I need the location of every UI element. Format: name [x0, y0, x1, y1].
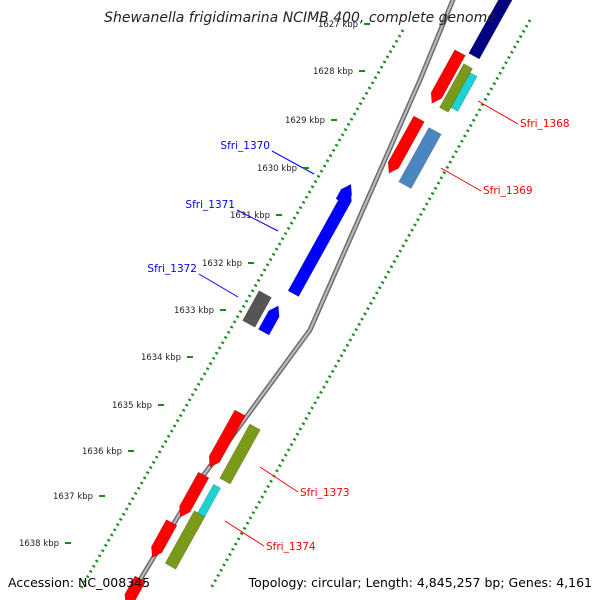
- gene-red-lower-2[interactable]: [179, 471, 210, 518]
- kbp-label: 1638 kbp: [19, 539, 59, 549]
- gene-label-sfri-1373[interactable]: Sfri_1373: [300, 487, 350, 499]
- kbp-label: 1632 kbp: [202, 259, 242, 269]
- leader-line-sfri-1370: [271, 150, 315, 175]
- kbp-label: 1629 kbp: [285, 116, 325, 126]
- kbp-label: 1630 kbp: [257, 164, 297, 174]
- kbp-label: 1635 kbp: [112, 401, 152, 411]
- gene-navy[interactable]: [468, 0, 517, 60]
- gene-sfri-1372-blue[interactable]: [258, 305, 280, 336]
- gene-red-bottom[interactable]: [124, 575, 146, 600]
- leader-line-sfri-1371: [236, 209, 279, 232]
- genome-backbone-highlight: [127, 0, 454, 600]
- gene-label-sfri-1372[interactable]: Sfri_1372: [147, 263, 197, 275]
- gene-sfri-1369[interactable]: [398, 127, 442, 189]
- leader-line-sfri-1368: [477, 100, 519, 125]
- kbp-label: 1636 kbp: [82, 447, 122, 457]
- gc-dot-track: [78, 19, 532, 591]
- gene-label-sfri-1370[interactable]: Sfri_1370: [220, 140, 270, 152]
- accession-text: Accession: NC_008345: [8, 575, 151, 590]
- gene-blue-small-top[interactable]: [335, 183, 353, 206]
- kbp-label: 1634 kbp: [141, 353, 181, 363]
- map-title: Shewanella frigidimarina NCIMB 400, comp…: [104, 10, 496, 26]
- leader-line-sfri-1369: [440, 167, 482, 192]
- kbp-label: 1628 kbp: [313, 67, 353, 77]
- gene-label-sfri-1374[interactable]: Sfri_1374: [266, 541, 316, 553]
- leader-line-sfri-1372: [198, 273, 239, 298]
- leader-line-sfri-1373: [259, 466, 299, 493]
- leader-line-sfri-1374: [224, 520, 265, 547]
- gene-gray[interactable]: [242, 290, 272, 328]
- gene-label-sfri-1369[interactable]: Sfri_1369: [483, 185, 533, 197]
- gene-red-lower-1[interactable]: [208, 409, 246, 468]
- gene-red-sfri-1369a[interactable]: [387, 115, 425, 174]
- kbp-label: 1637 kbp: [53, 492, 93, 502]
- gene-cyan-top[interactable]: [450, 72, 478, 112]
- gene-sfri-1370[interactable]: [287, 189, 352, 297]
- gene-red-top[interactable]: [430, 49, 466, 104]
- genome-backbone: [125, 0, 456, 600]
- gene-features: [124, 0, 517, 600]
- gene-red-lower-3[interactable]: [151, 519, 178, 558]
- gene-label-sfri-1371[interactable]: Sfri_1371: [185, 199, 235, 211]
- gene-sfri-1373[interactable]: [219, 423, 261, 485]
- gene-label-sfri-1368[interactable]: Sfri_1368: [520, 118, 570, 130]
- label-leader-lines: [198, 100, 519, 547]
- gc-dot-line-right: [208, 19, 532, 591]
- ruler-labels: 1627 kbp 1628 kbp 1629 kbp 1630 kbp 1631 kbp…: [19, 20, 570, 553]
- kbp-label: 1627 kbp: [318, 20, 358, 30]
- backbone-layer: [125, 0, 456, 600]
- kbp-label: 1631 kbp: [230, 211, 270, 221]
- kbp-label: 1633 kbp: [174, 306, 214, 316]
- gc-dot-line-left: [78, 29, 405, 591]
- gene-green-top[interactable]: [439, 63, 473, 113]
- genome-summary-text: Topology: circular; Length: 4,845,257 bp…: [248, 575, 592, 590]
- gene-green-lower[interactable]: [164, 510, 206, 570]
